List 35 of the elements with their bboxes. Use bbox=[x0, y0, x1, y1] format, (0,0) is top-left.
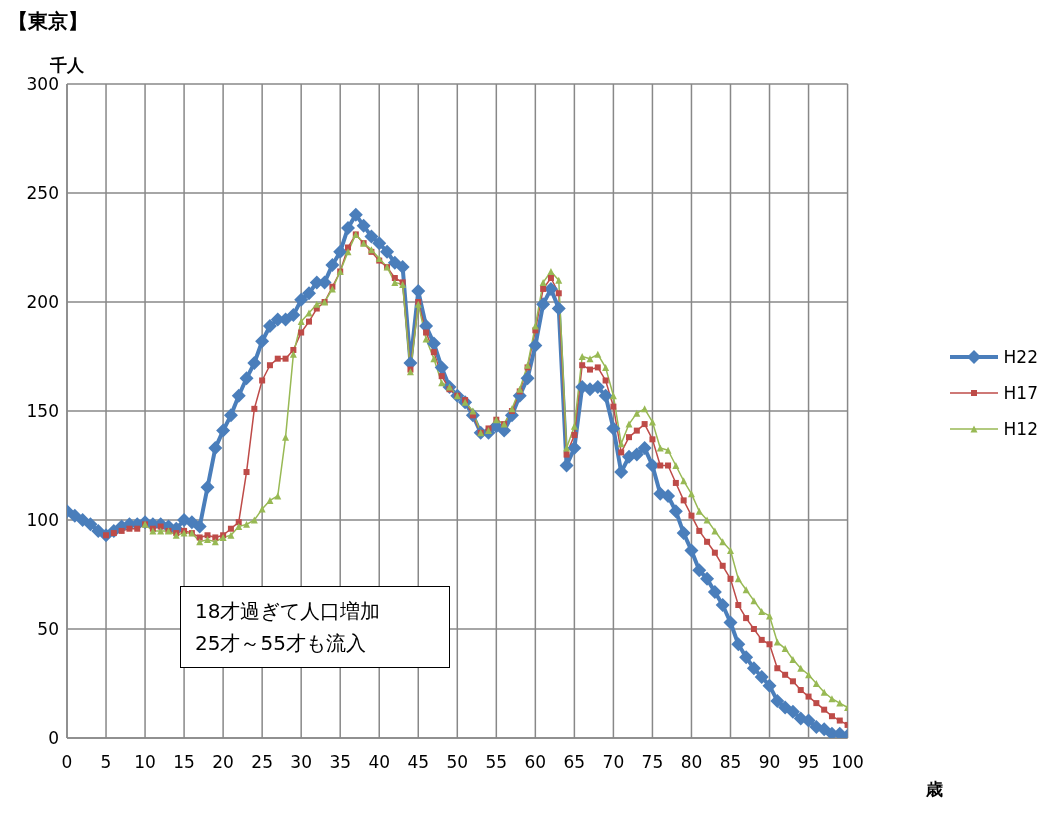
x-tick-label: 90 bbox=[758, 752, 781, 773]
y-tick-label: 0 bbox=[48, 728, 59, 749]
x-tick-label: 70 bbox=[602, 752, 625, 773]
x-axis-title: 歳 bbox=[926, 778, 943, 801]
x-tick-label: 5 bbox=[100, 752, 112, 773]
x-tick-label: 45 bbox=[407, 752, 430, 773]
legend-label: H12 bbox=[1003, 419, 1038, 439]
y-tick-label: 100 bbox=[26, 510, 59, 531]
legend-label: H17 bbox=[1003, 383, 1038, 403]
y-tick-label: 50 bbox=[37, 619, 59, 640]
x-tick-label: 80 bbox=[680, 752, 703, 773]
x-tick-label: 55 bbox=[485, 752, 508, 773]
x-tick-label: 95 bbox=[797, 752, 820, 773]
y-tick-label: 150 bbox=[26, 401, 59, 422]
legend-label: H22 bbox=[1003, 347, 1038, 367]
x-tick-label: 25 bbox=[251, 752, 273, 773]
x-tick-label: 40 bbox=[368, 752, 391, 773]
y-axis-title: 千人 bbox=[50, 54, 84, 77]
x-tick-label: 0 bbox=[61, 752, 73, 773]
x-tick-label: 85 bbox=[719, 752, 742, 773]
y-tick-label: 300 bbox=[26, 74, 59, 95]
y-tick-label: 250 bbox=[26, 183, 59, 204]
x-tick-label: 30 bbox=[290, 752, 312, 773]
x-tick-label: 100 bbox=[831, 752, 864, 773]
x-tick-label: 15 bbox=[173, 752, 195, 773]
note-box: 18才過ぎて人口増加 25才～55才も流入 bbox=[180, 586, 450, 668]
x-tick-label: 60 bbox=[524, 752, 547, 773]
x-tick-label: 50 bbox=[446, 752, 469, 773]
x-tick-label: 35 bbox=[329, 752, 352, 773]
x-tick-label: 10 bbox=[134, 752, 156, 773]
x-tick-label: 20 bbox=[212, 752, 234, 773]
chart-title: 【東京】 bbox=[8, 8, 88, 35]
x-tick-label: 65 bbox=[563, 752, 586, 773]
x-tick-label: 75 bbox=[641, 752, 664, 773]
y-tick-label: 200 bbox=[26, 292, 59, 313]
